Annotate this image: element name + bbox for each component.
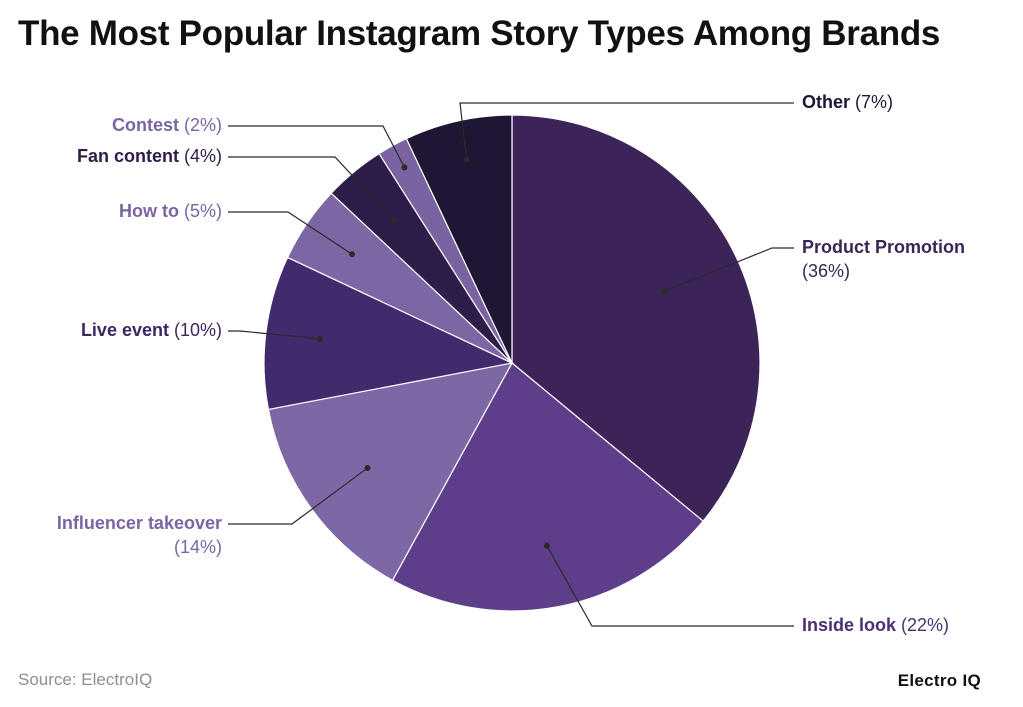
label-name: Contest — [112, 115, 179, 135]
pie-slice-product-promotion — [511, 114, 761, 522]
label-percent: (2%) — [179, 115, 222, 135]
leader-dot-product-promotion — [661, 288, 668, 295]
label-name: Inside look — [802, 615, 897, 635]
leader-line-live-event — [228, 330, 321, 340]
label-percent: (5%) — [179, 201, 222, 221]
pie-slice-influencer-takeover — [267, 362, 514, 582]
leader-dot-fan-content — [390, 216, 397, 223]
label-percent: (4%) — [179, 146, 222, 166]
chart-title: The Most Popular Instagram Story Types A… — [18, 14, 941, 53]
leader-dot-other — [463, 156, 470, 163]
pie-slice-other — [405, 114, 513, 364]
label-name: Other — [802, 92, 850, 112]
leader-line-influencer-takeover — [228, 467, 368, 525]
label-name: Fan content — [77, 146, 179, 166]
label-percent: (10%) — [169, 320, 222, 340]
label-percent: (22%) — [896, 615, 949, 635]
brand-logo: Electro IQ — [897, 671, 981, 690]
pie-slice-live-event — [263, 256, 514, 411]
label-fan-content: Fan content (4%) — [77, 146, 222, 166]
leader-line-product-promotion — [664, 247, 794, 292]
leader-dot-contest — [401, 164, 408, 171]
label-name: Influencer takeover — [57, 513, 222, 533]
leader-line-fan-content — [228, 156, 394, 221]
label-name: Live event — [81, 320, 169, 340]
leader-line-how-to — [228, 211, 353, 255]
label-percent: (7%) — [850, 92, 893, 112]
label-other: Other (7%) — [802, 92, 893, 112]
label-name: How to — [119, 201, 179, 221]
label-name: Product Promotion — [802, 237, 965, 257]
label-live-event: Live event (10%) — [81, 320, 222, 340]
label-influencer-takeover: Influencer takeover (14%) — [57, 513, 222, 557]
pie-slice-inside-look — [391, 362, 704, 612]
leader-line-contest — [228, 125, 406, 168]
label-percent: (14%) — [174, 537, 222, 557]
source-note: Source: ElectroIQ — [18, 670, 153, 689]
label-product-promotion: Product Promotion (36%) — [802, 237, 965, 281]
leader-dot-how-to — [349, 251, 356, 258]
leader-dot-influencer-takeover — [364, 464, 371, 471]
label-contest: Contest (2%) — [112, 115, 222, 135]
leader-line-inside-look — [546, 545, 794, 627]
label-percent: (36%) — [802, 261, 850, 281]
leader-dot-inside-look — [543, 542, 550, 549]
label-inside-look: Inside look (22%) — [802, 615, 949, 635]
leader-line-other — [459, 102, 794, 160]
leader-dot-live-event — [317, 335, 324, 342]
label-how-to: How to (5%) — [119, 201, 222, 221]
